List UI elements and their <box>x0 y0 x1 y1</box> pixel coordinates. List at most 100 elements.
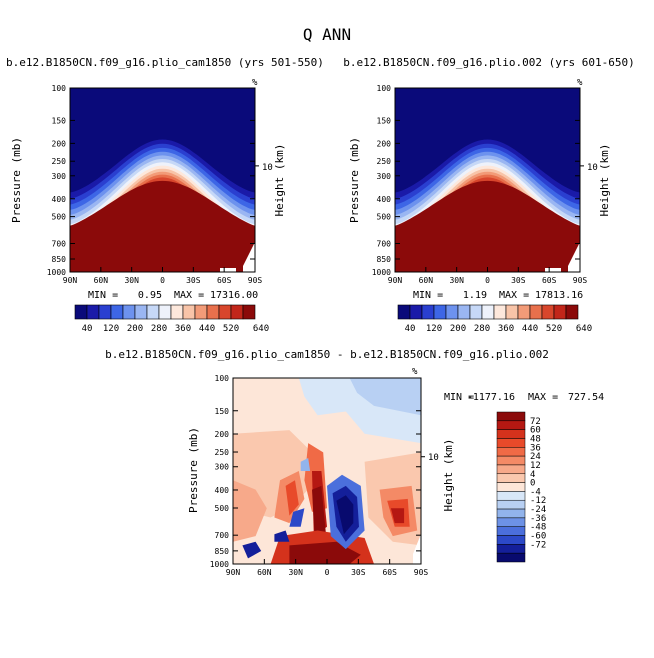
right-colorbar-label: 280 <box>474 324 490 334</box>
diff-colorbar-label: 12 <box>530 461 541 471</box>
left-colorbar-swatch <box>170 304 184 320</box>
diff-colorbar-label: -36 <box>530 514 546 524</box>
left-band-14 <box>70 180 255 272</box>
left-colorbar-label: 520 <box>223 324 239 334</box>
diff-colorbar-label: 60 <box>530 426 541 436</box>
right-colorbar-swatch <box>433 304 447 320</box>
diff-colorbar-label: 36 <box>530 443 541 453</box>
left-xtick-label: 30N <box>124 276 139 285</box>
left-ytick-label: 700 <box>52 239 67 248</box>
diff-region-19 <box>242 541 262 559</box>
right-xtick-label: 30N <box>449 276 464 285</box>
diff-panel-title: b.e12.B1850CN.f09_g16.plio_cam1850 - b.e… <box>105 348 549 361</box>
left-xtick-label: 0 <box>160 276 165 285</box>
right-xtick-label: 0 <box>485 276 490 285</box>
left-colorbar-swatch <box>182 304 196 320</box>
diff-ytick-label: 1000 <box>210 560 229 569</box>
left-colorbar-label: 200 <box>127 324 143 334</box>
right-colorbar-swatch <box>481 304 495 320</box>
left-ytick-label: 250 <box>52 157 67 166</box>
left-ytick-label: 150 <box>52 116 67 125</box>
diff-region-14 <box>289 541 361 564</box>
right-xtick-label: 90S <box>573 276 588 285</box>
right-colorbar-swatch <box>553 304 567 320</box>
left-ytick-label: 500 <box>52 213 67 222</box>
left-xtick-label: 30S <box>186 276 201 285</box>
diff-contour-field <box>233 378 421 564</box>
diff-colorbar-swatch <box>496 438 526 448</box>
right-colorbar-swatch <box>421 304 435 320</box>
left-ylabel-right: Height (km) <box>273 144 286 217</box>
right-colorbar-label: 520 <box>546 324 562 334</box>
diff-colorbar-swatch <box>496 508 526 519</box>
right-panel-title: b.e12.B1850CN.f09_g16.plio.002 (yrs 601-… <box>343 56 634 69</box>
diff-colorbar-label: -72 <box>530 540 546 550</box>
diff-ytick-label: 200 <box>215 430 230 439</box>
right-ylabel: Pressure (mb) <box>348 137 361 223</box>
left-colorbar-swatch <box>110 304 124 320</box>
diff-min-label: MIN = <box>444 392 474 403</box>
left-colorbar-swatch <box>206 304 220 320</box>
left-xtick-label: 60N <box>94 276 109 285</box>
diff-colorbar-swatch <box>496 544 526 554</box>
right-colorbar-swatch <box>457 304 471 320</box>
right-ytick-label: 300 <box>377 172 392 181</box>
right-colorbar-swatch <box>541 304 555 320</box>
right-colorbar-swatch <box>529 304 543 320</box>
right-colorbar-label: 120 <box>426 324 442 334</box>
diff-colorbar-swatch <box>496 482 526 492</box>
diff-colorbar-label: -48 <box>530 523 546 533</box>
right-min-value: 1.19 <box>463 290 487 301</box>
diff-colorbar-swatch <box>496 491 526 501</box>
right-colorbar-label: 640 <box>576 324 592 334</box>
diff-colorbar-label: -12 <box>530 496 546 506</box>
diff-ytick-label: 400 <box>215 486 230 495</box>
page-title: Q ANN <box>303 25 351 44</box>
diff-ytick-label: 300 <box>215 463 230 472</box>
left-ytick-label: 200 <box>52 139 67 148</box>
diff-region-9 <box>390 508 405 524</box>
right-colorbar-label: 440 <box>522 324 538 334</box>
diff-min-value: -1177.16 <box>467 392 515 403</box>
diff-colorbar-swatch <box>496 429 526 439</box>
right-band-14 <box>395 180 580 272</box>
diff-colorbar-label: 72 <box>530 417 541 427</box>
diff-colorbar-swatch <box>496 447 526 457</box>
left-colorbar-label: 280 <box>151 324 167 334</box>
right-colorbar-swatch <box>565 304 579 320</box>
left-contour-field <box>70 88 255 272</box>
right-ytick-label: 1000 <box>372 268 391 277</box>
diff-ytick-label: 250 <box>215 448 230 457</box>
right-max-label: MAX = <box>499 290 529 301</box>
diff-region-20 <box>274 530 290 542</box>
left-colorbar-swatch <box>86 304 100 320</box>
diff-xtick-label: 90S <box>414 568 429 577</box>
left-min-value: 0.95 <box>138 290 162 301</box>
diff-region-21 <box>300 458 311 471</box>
left-colorbar-swatch <box>158 304 172 320</box>
diff-colorbar-swatch <box>496 455 526 466</box>
left-xtick-label: 60S <box>217 276 232 285</box>
diff-ytick-label: 500 <box>215 504 230 513</box>
left-colorbar-swatch <box>134 304 148 320</box>
left-corner-label: % <box>252 78 258 88</box>
left-ytick-label: 100 <box>52 84 67 93</box>
diff-colorbar-swatch <box>496 473 526 483</box>
diff-colorbar-label: -60 <box>530 532 546 542</box>
right-ytick-label: 150 <box>377 116 392 125</box>
left-ylabel: Pressure (mb) <box>10 137 23 223</box>
diff-ytick-label: 850 <box>215 547 230 556</box>
left-colorbar-swatch <box>122 304 136 320</box>
left-colorbar-label: 360 <box>175 324 191 334</box>
left-colorbar-label: 640 <box>253 324 269 334</box>
diff-colorbar-swatch <box>496 552 526 563</box>
right-colorbar-swatch <box>397 304 411 320</box>
right-ylabel-right: Height (km) <box>598 144 611 217</box>
diff-colorbar-label: 0 <box>530 479 535 489</box>
diff-surface-mask <box>413 534 421 564</box>
diff-max-label: MAX = <box>528 392 558 403</box>
